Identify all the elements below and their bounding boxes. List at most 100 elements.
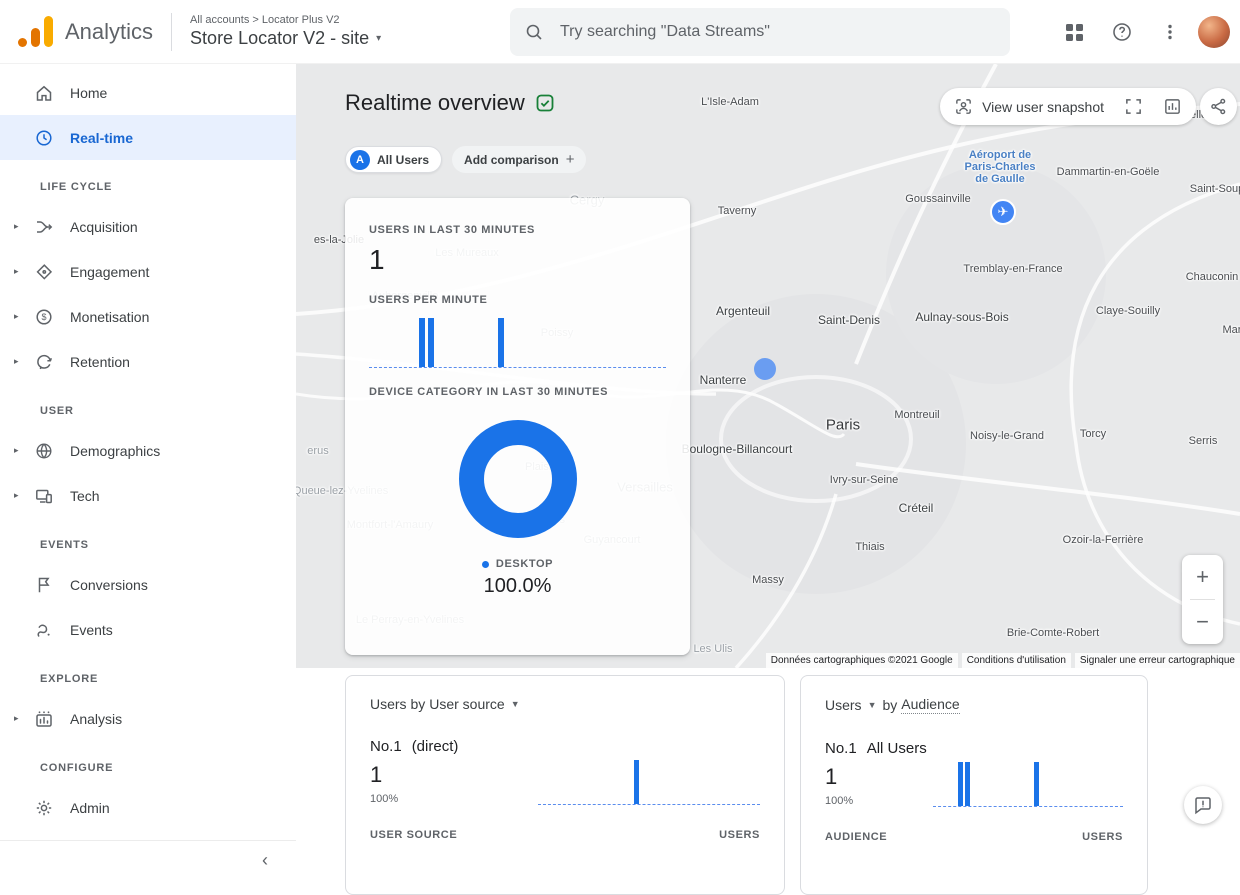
page-title: Realtime overview [345,90,555,116]
rank-label: No.1 [825,740,857,757]
fullscreen-button[interactable] [1114,88,1153,125]
chevron-down-icon[interactable]: ▼ [511,699,520,709]
column-dimension: AUDIENCE [825,831,887,843]
analytics-logo[interactable] [18,16,55,48]
share-button[interactable] [1200,88,1237,125]
realtime-icon [34,128,54,148]
card-title: Users by User source ▼ [370,696,760,712]
spark-bar [1034,762,1039,806]
dimension-selector[interactable]: User source [429,696,504,712]
sidebar-item-label: Real-time [70,130,133,146]
map-toolbar: View user snapshot [940,88,1196,125]
dimension-selector[interactable]: Audience [901,696,959,714]
account-breadcrumb-block: All accounts > Locator Plus V2 Store Loc… [190,14,381,49]
sidebar-collapse-button[interactable]: ‹ [0,840,296,880]
help-icon [1111,21,1133,43]
sidebar-item-real-time[interactable]: Real-time [0,115,296,160]
realtime-summary-card: USERS IN LAST 30 MINUTES 1 USERS PER MIN… [345,198,690,655]
users-by-audience-card: Users ▼ by Audience No.1 All Users 1 100… [800,675,1148,895]
expand-arrow-icon[interactable]: ▸ [14,311,30,322]
demographics-icon [34,441,54,461]
expand-arrow-icon[interactable]: ▸ [14,266,30,277]
sidebar-item-monetisation[interactable]: ▸$Monetisation [0,294,296,339]
sidebar-item-acquisition[interactable]: ▸Acquisition [0,204,296,249]
chevron-down-icon[interactable]: ▼ [868,700,877,710]
header-actions [1054,0,1230,64]
sidebar-item-home[interactable]: Home [0,70,296,115]
sidebar-item-label: Demographics [70,443,160,459]
data-status-ok-icon[interactable] [535,93,555,113]
sidebar-item-tech[interactable]: ▸Tech [0,473,296,518]
sidebar-item-label: Analysis [70,711,122,727]
sidebar-item-label: Home [70,85,107,101]
realtime-map[interactable]: L'Isle-AdamFossesellevillCergyTavernyGou… [296,64,1240,668]
airport-pin-icon: ✈ [990,199,1016,225]
comparison-badge: A [350,150,370,170]
expand-arrow-icon[interactable]: ▸ [14,221,30,232]
snapshot-label: View user snapshot [982,99,1104,115]
legend-dot [482,561,489,568]
view-user-snapshot-button[interactable]: View user snapshot [944,88,1114,125]
metric-selector[interactable]: Users [825,697,862,713]
help-button[interactable] [1102,12,1142,52]
all-users-chip[interactable]: A All Users [345,146,442,173]
breadcrumb[interactable]: All accounts > Locator Plus V2 [190,14,381,26]
sidebar-item-analysis[interactable]: ▸ Analysis [0,696,296,741]
add-comparison-button[interactable]: Add comparison + [452,146,586,173]
engagement-icon [34,262,54,282]
add-comparison-label: Add comparison [464,153,559,167]
donut-ring [459,420,577,538]
sidebar-section-life-cycle: LIFE CYCLE [0,170,296,204]
zoom-in-button[interactable]: + [1182,555,1223,599]
sidebar-item-label: Conversions [70,577,148,593]
sidebar-item-conversions[interactable]: Conversions [0,562,296,607]
column-users: USERS [1082,831,1123,843]
users-value: 1 [370,762,398,788]
sidebar-item-admin[interactable]: Admin [0,785,296,830]
app-header: Analytics All accounts > Locator Plus V2… [0,0,1240,64]
map-copyright: Données cartographiques ©2021 Google [766,653,958,668]
sidebar-item-retention[interactable]: ▸Retention [0,339,296,384]
sidebar-section-configure: CONFIGURE [0,751,296,785]
avatar[interactable] [1198,16,1230,48]
feedback-button[interactable] [1184,786,1222,824]
table-header: AUDIENCE USERS [825,831,1123,843]
search-input[interactable] [558,22,1010,42]
top-row: No.1 All Users [825,740,1123,757]
sidebar-item-events[interactable]: Events [0,607,296,652]
comparison-label: All Users [377,153,429,167]
expand-arrow-icon[interactable]: ▸ [14,445,30,456]
expand-arrow-icon[interactable]: ▸ [14,713,30,724]
expand-arrow-icon[interactable]: ▸ [14,356,30,367]
admin-icon [34,798,54,818]
plus-icon: + [566,151,575,168]
rank-value: All Users [867,740,927,757]
events-icon [34,620,54,640]
metric-row: 1 100% [370,760,760,805]
chart-view-icon [1163,97,1182,116]
expand-arrow-icon[interactable]: ▸ [14,490,30,501]
sidebar-item-demographics[interactable]: ▸ Demographics [0,428,296,473]
donut-legend: DESKTOP [482,558,553,570]
spark-bar [428,318,434,367]
share-icon [1209,97,1228,116]
analysis-icon [34,709,54,729]
users-percent: 100% [370,793,398,805]
users-30min-label: USERS IN LAST 30 MINUTES [369,224,666,236]
terms-link[interactable]: Conditions d'utilisation [962,653,1071,668]
top-row: No.1 (direct) [370,738,760,755]
sidebar-item-engagement[interactable]: ▸Engagement [0,249,296,294]
table-header: USER SOURCE USERS [370,829,760,841]
apps-grid-button[interactable] [1054,12,1094,52]
search-bar[interactable] [510,8,1010,56]
monetisation-icon: $ [34,307,54,327]
chart-view-button[interactable] [1153,88,1192,125]
chevron-down-icon: ▾ [376,33,381,44]
property-selector[interactable]: Store Locator V2 - site ▾ [190,28,381,49]
rank-label: No.1 [370,738,402,755]
comparison-chips: A All Users Add comparison + [345,146,586,173]
more-menu-button[interactable] [1150,12,1190,52]
sidebar-section-explore: EXPLORE [0,662,296,696]
report-error-link[interactable]: Signaler une erreur cartographique [1075,653,1240,668]
zoom-out-button[interactable]: − [1182,600,1223,644]
